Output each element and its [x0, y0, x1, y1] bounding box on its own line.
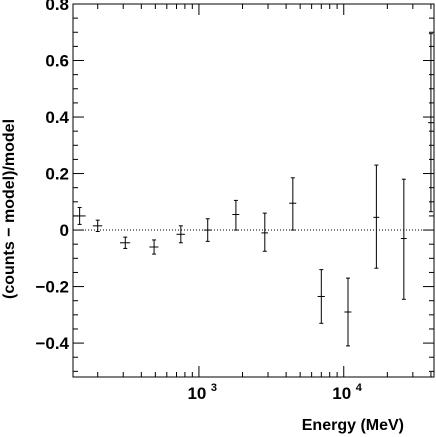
x-tick-label: 10	[187, 384, 206, 403]
x-tick-label: 10	[332, 384, 351, 403]
data-point	[73, 206, 86, 225]
plot-frame	[72, 3, 435, 378]
data-point	[400, 178, 407, 300]
x-axis-title: Energy (MeV)	[302, 417, 404, 434]
data-point	[261, 212, 269, 252]
data-point	[289, 177, 297, 231]
data-point	[203, 218, 212, 242]
data-point	[149, 239, 159, 255]
data-point	[119, 236, 131, 249]
data-point	[344, 277, 352, 347]
y-tick-label: 0	[60, 221, 69, 240]
x-tick-label-exponent: 3	[211, 382, 217, 394]
data-point	[176, 225, 185, 244]
y-tick-label: −0.2	[35, 278, 69, 297]
data-point	[232, 199, 240, 231]
y-axis-ticks: 0.8 0.6 0.4 0.2 0 −0.2 −0.4	[35, 0, 434, 372]
y-axis-title: (counts − model)/model	[1, 119, 18, 299]
data-point	[373, 164, 380, 269]
x-tick-label-exponent: 4	[356, 382, 363, 394]
data-point	[428, 33, 434, 213]
x-axis-ticks: 10 3 10 4	[97, 4, 432, 403]
y-tick-label: −0.4	[35, 334, 69, 353]
y-tick-label: 0.8	[45, 0, 69, 14]
y-tick-label: 0.6	[45, 52, 69, 71]
data-points	[73, 33, 434, 347]
y-tick-label: 0.4	[45, 108, 69, 127]
data-point	[317, 269, 325, 324]
y-tick-label: 0.2	[45, 165, 69, 184]
data-point	[92, 219, 103, 232]
